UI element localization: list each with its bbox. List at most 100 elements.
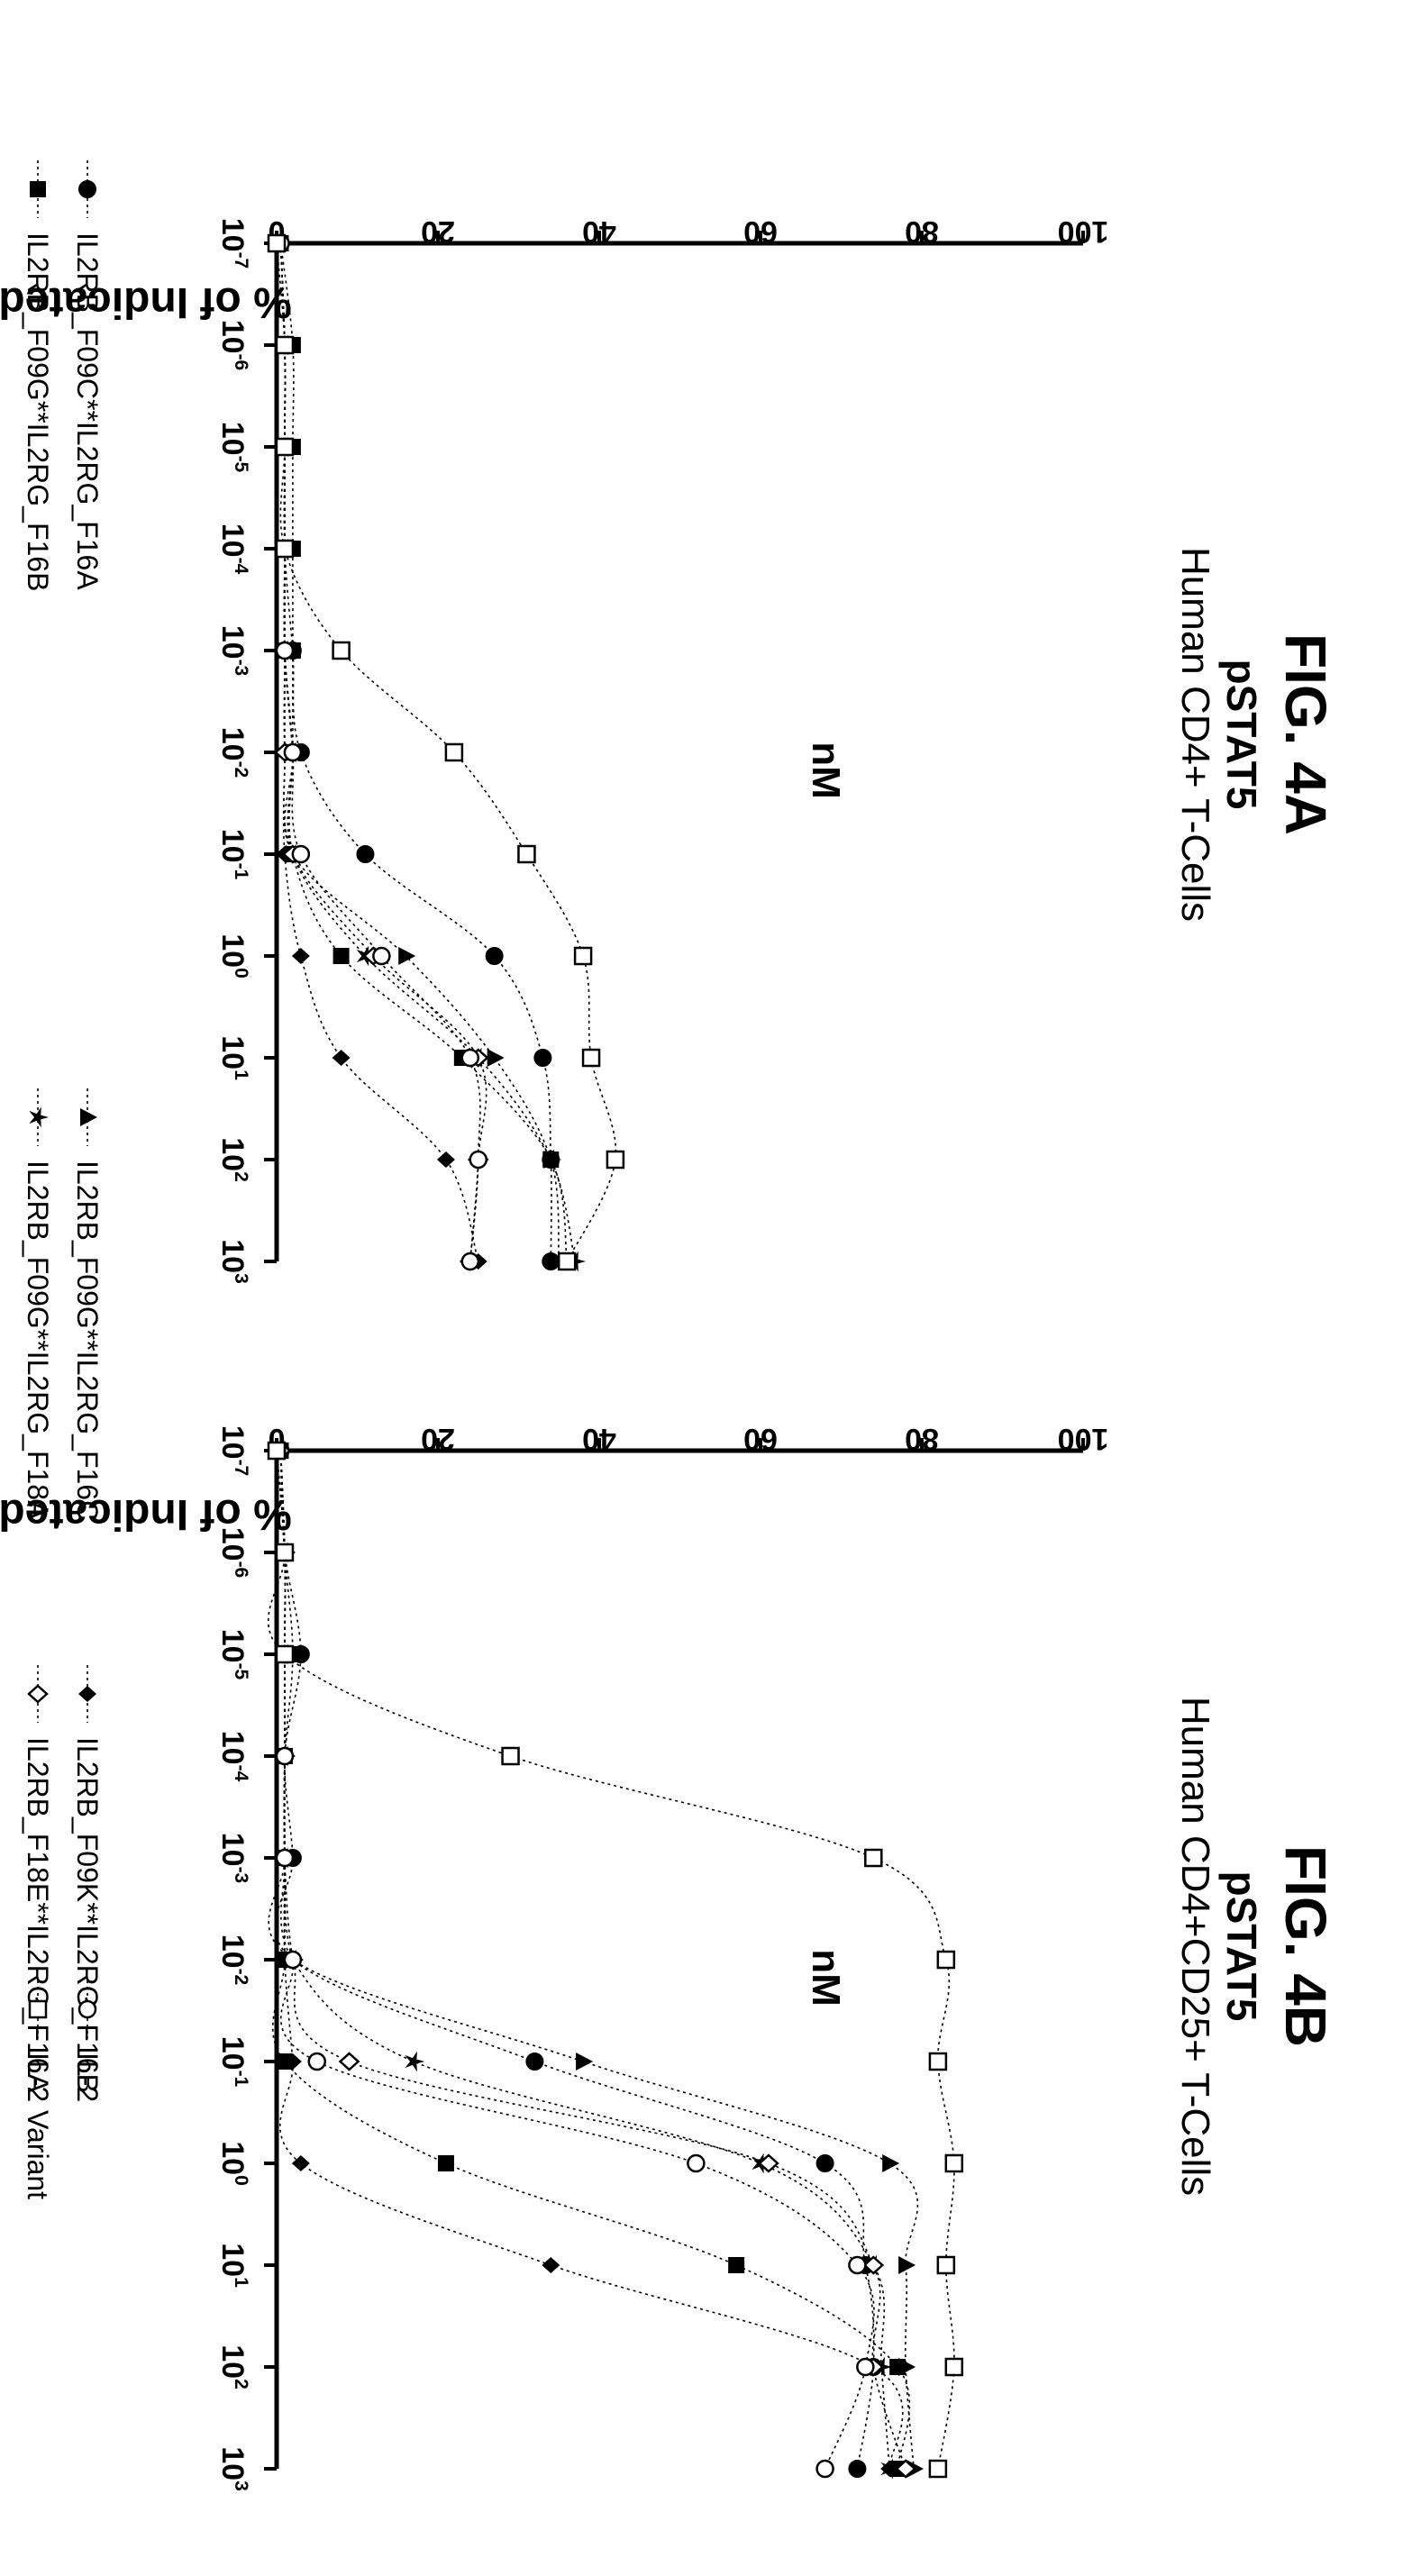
data-point bbox=[815, 2459, 834, 2479]
fig-label-4a: FIG. 4A bbox=[1273, 633, 1338, 835]
data-point bbox=[283, 1950, 303, 1970]
x-tick-label: 10-7 bbox=[215, 1425, 251, 1477]
x-tick-label: 10-6 bbox=[215, 1527, 251, 1579]
legend-marker bbox=[80, 1108, 97, 1126]
x-tick-label: 103 bbox=[215, 2446, 251, 2491]
data-point bbox=[332, 1050, 351, 1066]
legend-item: IL-2 bbox=[71, 1980, 104, 2102]
data-point bbox=[542, 1149, 562, 1170]
y-tick-label: 100 bbox=[1058, 1422, 1109, 1456]
legend-label: IL2RB_F09C**IL2RG_F16A bbox=[71, 232, 104, 590]
data-point bbox=[606, 1150, 625, 1170]
axes-4b: 10-7 10-6 10-5 10-4 10-3 10-2 10-1 100 101 102 103… bbox=[215, 1422, 1108, 2491]
y-tick-label: 80 bbox=[905, 1422, 939, 1456]
data-point bbox=[928, 2052, 948, 2071]
data-point bbox=[444, 742, 464, 762]
data-point bbox=[307, 2052, 326, 2071]
y-axis-label-4b: % of Indicated Cells bbox=[0, 1490, 292, 1538]
legend-item: IL2RB_F09G**IL2RG_F16B bbox=[22, 160, 54, 591]
x-tick-label: 10-6 bbox=[215, 320, 251, 371]
data-point bbox=[437, 2155, 454, 2171]
x-axis-label-4b: nM bbox=[804, 1949, 848, 2007]
legend-label: IL-2 Variant bbox=[22, 2053, 54, 2199]
data-point bbox=[542, 2257, 560, 2273]
y-axis-label-4a: % of Indicated Cells bbox=[0, 278, 292, 326]
x-tick-label: 102 bbox=[215, 2344, 251, 2389]
x-tick-label: 10-4 bbox=[215, 1731, 251, 1782]
data-point bbox=[944, 2357, 964, 2377]
data-point bbox=[460, 1048, 480, 1068]
x-tick-label: 103 bbox=[215, 1239, 251, 1284]
data-point bbox=[275, 1644, 295, 1664]
legend-marker bbox=[77, 1999, 97, 2019]
x-tick-label: 10-3 bbox=[215, 1833, 251, 1884]
x-tick-label: 100 bbox=[215, 2141, 251, 2186]
series-curve bbox=[274, 1450, 875, 2470]
data-point bbox=[487, 1049, 505, 1067]
data-point bbox=[291, 844, 311, 864]
legend-item: IL2RB_F09G**IL2RG_F18A bbox=[22, 1088, 54, 1520]
legend-marker bbox=[78, 180, 96, 198]
x-tick-label: 10-3 bbox=[215, 625, 251, 677]
data-point bbox=[815, 2154, 834, 2172]
data-point bbox=[898, 2358, 916, 2376]
legend-label: IL2RB_F09G**IL2RG_F18A bbox=[22, 1161, 54, 1520]
data-point bbox=[398, 947, 416, 965]
data-point bbox=[372, 946, 391, 966]
data-point bbox=[405, 2051, 425, 2072]
legend-marker bbox=[30, 181, 46, 197]
data-point bbox=[557, 1252, 577, 1271]
data-point bbox=[882, 2154, 900, 2172]
fig-label-4b: FIG. 4B bbox=[1273, 1845, 1338, 2047]
legend-label: IL2RB_F18E**IL2RG_F16A bbox=[22, 1737, 54, 2094]
y-tick-label: 40 bbox=[582, 1422, 616, 1456]
x-axis-label-4a: nM bbox=[804, 742, 848, 799]
legend-item: IL2RB_F09K**IL2RG_F16B bbox=[71, 1665, 104, 2093]
data-point bbox=[848, 2255, 867, 2275]
legend-marker bbox=[28, 1999, 48, 2019]
y-tick-label: 80 bbox=[905, 214, 939, 249]
series-curve bbox=[279, 242, 576, 1262]
x-tick-label: 10-5 bbox=[215, 422, 251, 473]
legend-marker bbox=[29, 1106, 49, 1128]
legend-item: IL2RB_F18E**IL2RG_F16A bbox=[22, 1665, 54, 2094]
y-tick-label: 20 bbox=[421, 214, 455, 249]
data-point bbox=[576, 2053, 594, 2071]
legend-label: IL2RB_F09K**IL2RG_F16B bbox=[71, 1737, 104, 2093]
panel-4b: FIG. 4B pSTAT5 Human CD4+CD25+ T-Cells %… bbox=[0, 1422, 1338, 2491]
legend-label: IL2RB_F09G**IL2RG_F16B bbox=[22, 232, 54, 591]
x-tick-label: 102 bbox=[215, 1137, 251, 1182]
data-point bbox=[944, 2153, 964, 2173]
chart-title-4a: pSTAT5 bbox=[1218, 660, 1265, 810]
data-point bbox=[267, 1441, 287, 1461]
legend-label: IL2RB_F09G**IL2RG_F16C bbox=[71, 1161, 104, 1521]
data-points-4a bbox=[267, 232, 625, 1272]
data-point bbox=[275, 1543, 295, 1562]
legend-label: IL-2 bbox=[71, 2053, 104, 2102]
legend-item: IL-2 Variant bbox=[22, 1980, 54, 2199]
series-curve bbox=[279, 1450, 906, 2470]
legend-marker bbox=[27, 1684, 49, 1704]
x-tick-label: 100 bbox=[215, 933, 251, 979]
y-tick-label: 60 bbox=[743, 214, 778, 249]
data-point bbox=[501, 1746, 520, 1766]
chart-subtitle-4b: Human CD4+CD25+ T-Cells bbox=[1173, 1697, 1217, 2196]
chart-subtitle-4a: Human CD4+ T-Cells bbox=[1173, 547, 1217, 922]
data-point bbox=[275, 1746, 295, 1766]
fit-curves-4b bbox=[267, 1450, 955, 2470]
data-point bbox=[856, 2357, 875, 2377]
data-point bbox=[291, 2155, 310, 2171]
data-point bbox=[728, 2257, 745, 2273]
series-curve bbox=[279, 242, 552, 1262]
data-point bbox=[338, 2052, 360, 2071]
data-point bbox=[291, 948, 310, 964]
data-point bbox=[436, 1151, 455, 1168]
data-point bbox=[573, 946, 593, 966]
y-tick-label: 20 bbox=[421, 1422, 455, 1456]
data-point bbox=[517, 844, 536, 864]
data-point bbox=[864, 1848, 883, 1868]
data-point bbox=[283, 742, 303, 762]
data-point bbox=[356, 845, 375, 863]
